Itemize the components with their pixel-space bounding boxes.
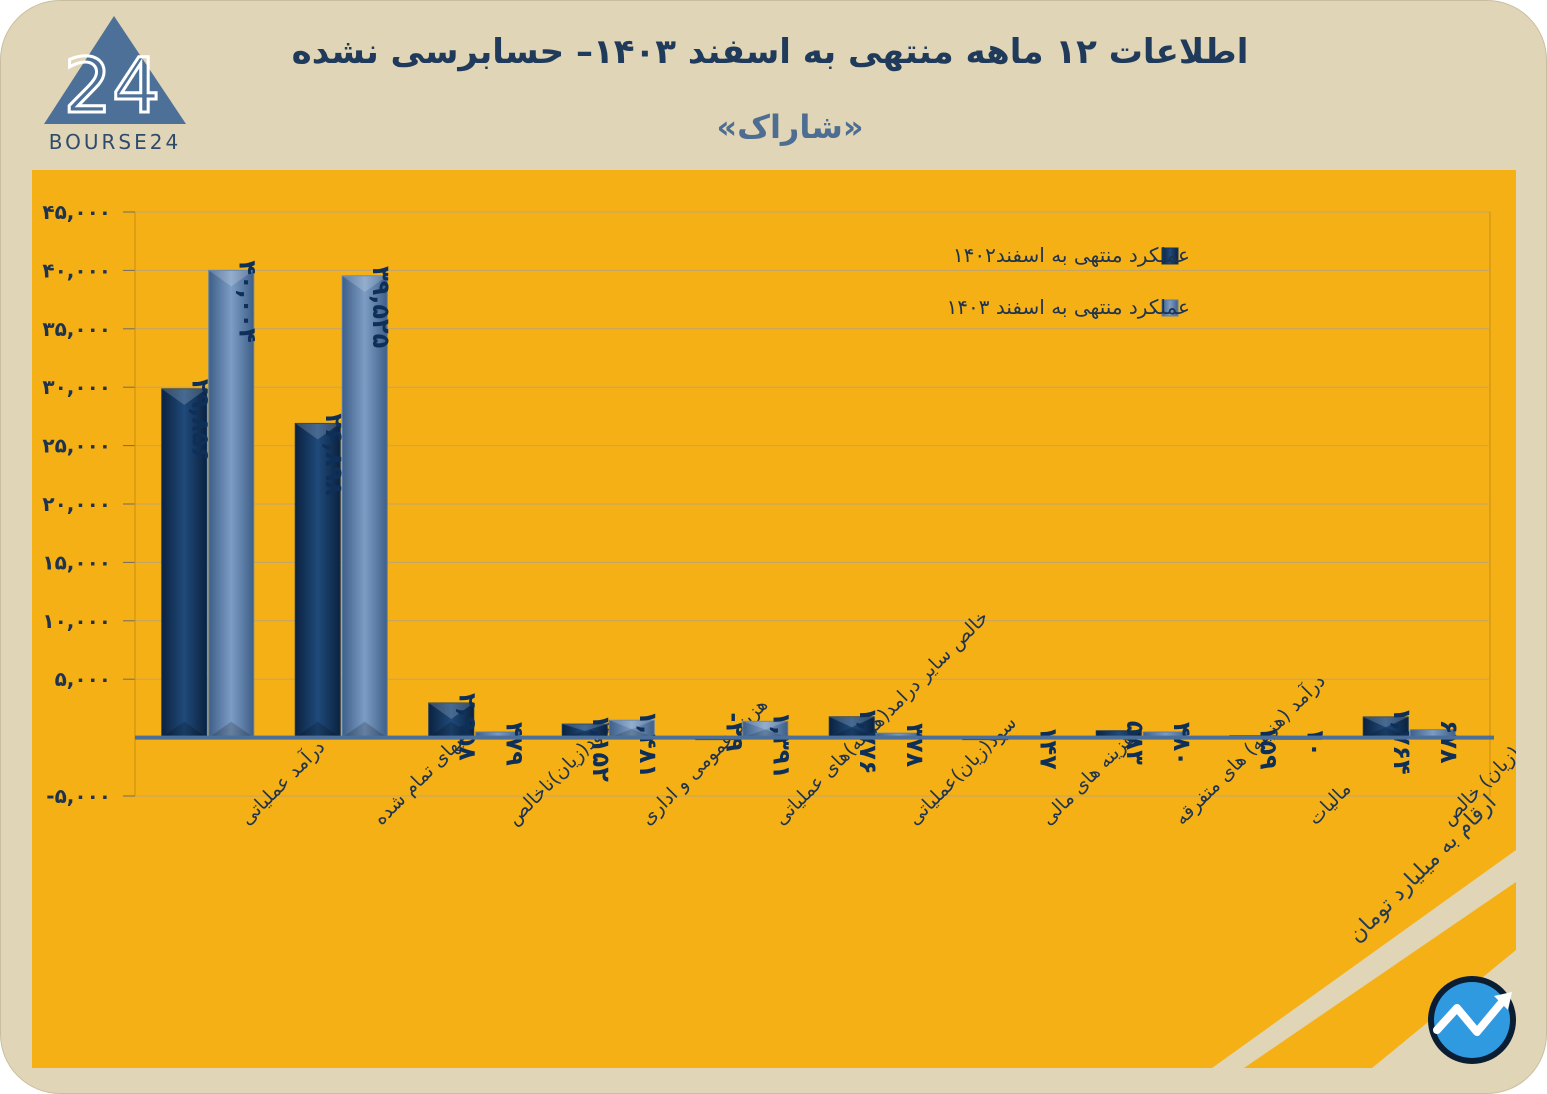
bar-1402 — [294, 422, 341, 739]
bar-bevel — [428, 721, 474, 738]
bar-bevel — [1363, 716, 1409, 728]
company-name: «شاراک» — [716, 108, 864, 146]
bar-1403 — [341, 275, 388, 739]
data-label: ۱۰ — [1301, 727, 1329, 756]
trend-arrow-icon — [1433, 998, 1506, 1036]
bar-bevel — [342, 275, 388, 292]
y-tick-label: ۱۵,۰۰۰ — [42, 550, 111, 574]
bar-bevel — [609, 728, 655, 738]
bar-bevel — [295, 721, 341, 738]
bar-bevel — [295, 423, 341, 440]
data-label: ۱,۴۸۱ — [634, 710, 662, 778]
data-label: ۲,۹۵۸ — [453, 693, 481, 761]
y-tick-label: -۵,۰۰۰ — [46, 784, 111, 808]
bar-bevel — [342, 721, 388, 738]
bar-bevel — [829, 716, 875, 728]
y-tick-label: ۱۰,۰۰۰ — [42, 609, 111, 633]
legend-swatch-1402 — [1161, 247, 1179, 265]
data-label: ۴۸۰ — [1168, 722, 1196, 766]
logo-wordmark: BOURSE24 — [48, 130, 182, 154]
bar-bevel — [742, 729, 788, 738]
zero-axis — [135, 735, 1494, 740]
data-label: ۴۰,۰۰۴ — [233, 260, 261, 342]
trend-arrowhead-icon — [1494, 992, 1512, 1010]
bar-1403 — [208, 269, 255, 739]
bar-1402 — [428, 702, 475, 739]
chart-panel: ۴۵,۰۰۰ ۴۰,۰۰۰ ۳۵,۰۰۰ ۳۰,۰۰۰ ۲۵,۰۰۰ ۲۰,۰۰۰ ۱۵,۰… — [32, 170, 1516, 1068]
data-label: ۱۵۹ — [1254, 726, 1282, 770]
bar-chart: ۴۵,۰۰۰ ۴۰,۰۰۰ ۳۵,۰۰۰ ۳۰,۰۰۰ ۲۵,۰۰۰ ۲۰,۰۰۰ ۱۵,۰… — [42, 200, 1516, 1068]
bar-bevel — [609, 720, 655, 729]
legend-label: عملکرد منتهی به اسفند۱۴۰۲ — [953, 243, 1190, 267]
data-label: ۱,۷۷۶ — [854, 707, 882, 775]
bar-bevel — [742, 721, 788, 730]
data-label: ۱,۷۶۴ — [1388, 707, 1416, 775]
y-tick-label: ۴۰,۰۰۰ — [42, 258, 111, 282]
bar-bevel — [161, 388, 207, 405]
legend-label: عملکرد منتهی به اسفند ۱۴۰۳ — [947, 295, 1190, 319]
y-tick-label: ۳۵,۰۰۰ — [42, 317, 111, 341]
legend-swatch-1403 — [1161, 299, 1179, 317]
corner-band — [1212, 850, 1516, 1068]
chart-title: اطلاعات ۱۲ ماهه منتهی به اسفند ۱۴۰۳– حسا… — [291, 32, 1249, 72]
y-tick-label: ۳۰,۰۰۰ — [42, 375, 111, 399]
logo-mark: 24 — [64, 41, 161, 130]
bar-bevel — [562, 724, 608, 731]
y-tick-label: ۴۵,۰۰۰ — [42, 200, 111, 224]
data-label: ۳۷۸ — [901, 723, 929, 767]
bourse24-logo: 24 — [38, 12, 198, 162]
bar-bevel — [161, 721, 207, 738]
data-label: ۶۷۸ — [1435, 720, 1463, 764]
data-label: ۱۴۷ — [1034, 726, 1062, 770]
bar-bevel — [1363, 727, 1409, 738]
y-tick-label: ۲۵,۰۰۰ — [42, 434, 111, 458]
data-label: ۳۹,۵۲۵ — [367, 266, 395, 348]
data-label: ۴۷۹ — [500, 722, 528, 766]
bar-bevel — [829, 727, 875, 738]
data-label: ۱,۳۹۱ — [767, 711, 795, 779]
y-tick-label: ۵,۰۰۰ — [55, 667, 111, 691]
data-label: ۵۸۳ — [1121, 721, 1149, 765]
bar-bevel — [208, 270, 254, 287]
y-tick-label: ۲۰,۰۰۰ — [42, 492, 111, 516]
bar-bevel — [428, 703, 474, 720]
bar-bevel — [208, 721, 254, 738]
logo-triangle — [44, 16, 186, 124]
